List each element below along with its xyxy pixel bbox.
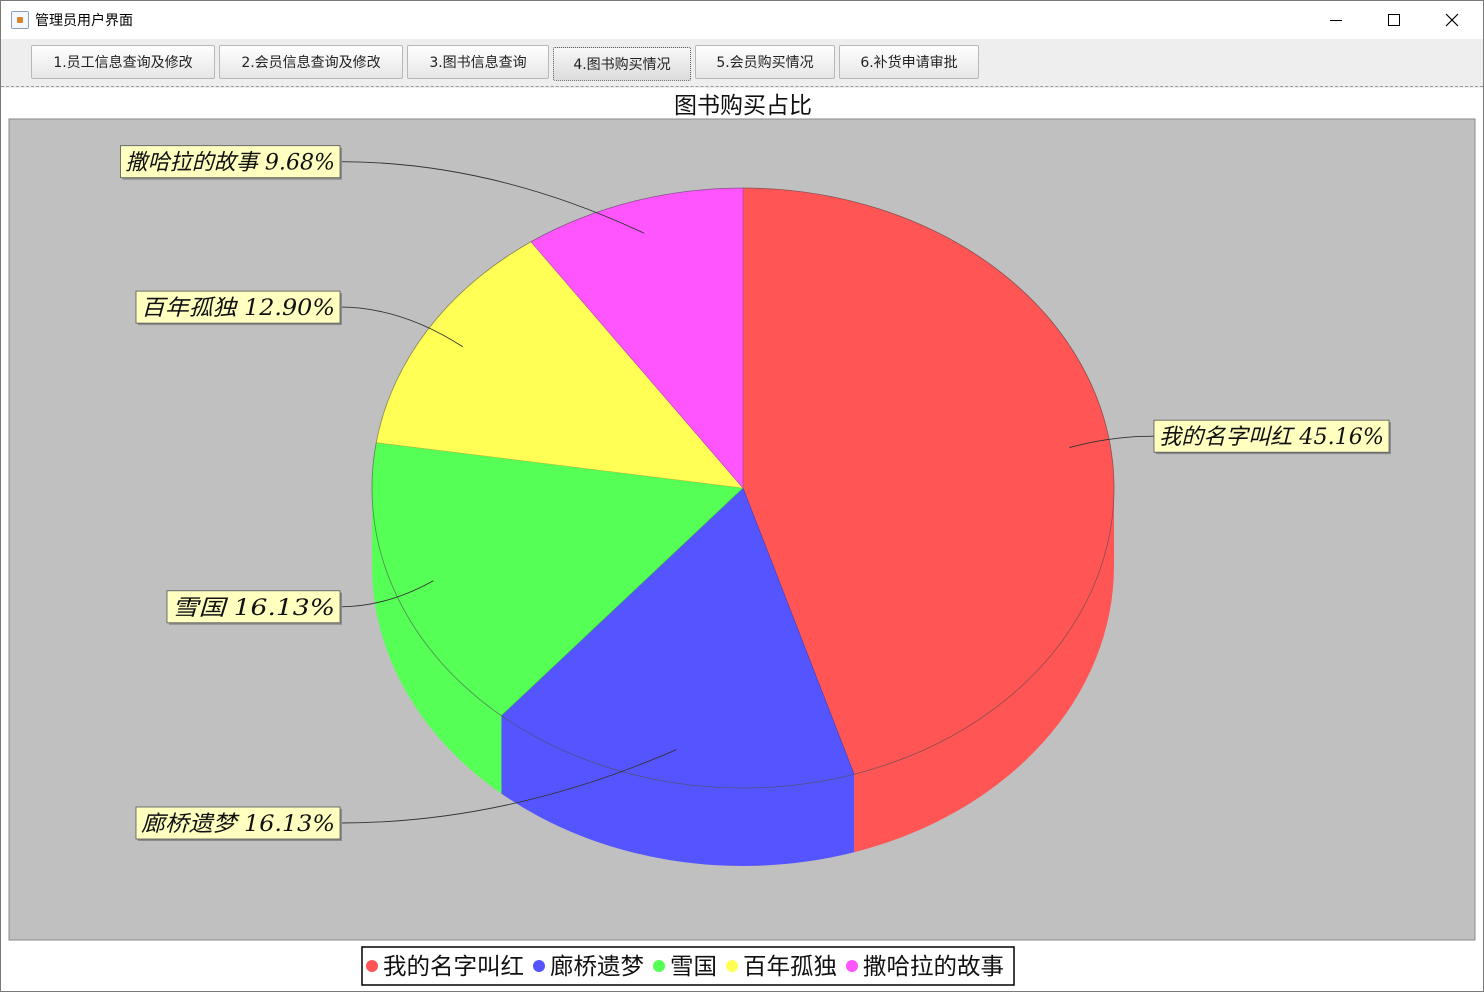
tab-bar: 1.员工信息查询及修改 2.会员信息查询及修改 3.图书信息查询 4.图书购买情… (1, 39, 1483, 87)
slice-1-side (501, 715, 855, 867)
close-icon (1445, 13, 1459, 27)
legend-marker-4 (846, 960, 858, 972)
java-app-icon (11, 11, 29, 29)
chart-panel: 图书购买占比 我的名字叫红 45.16% 廊桥遗梦 16.13% 雪国 16.13%… (1, 88, 1483, 991)
maximize-icon (1388, 14, 1400, 26)
tab-book-purchases[interactable]: 4.图书购买情况 (553, 47, 691, 81)
slice-3-leader-line (339, 306, 464, 348)
pie-chart: 图书购买占比 我的名字叫红 45.16% 廊桥遗梦 16.13% 雪国 16.13%… (8, 93, 1476, 986)
window-title: 管理员用户界面 (35, 13, 133, 29)
slice-3-label: 百年孤独 12.90% (141, 296, 335, 321)
slice-4-label: 撒哈拉的故事 9.68% (126, 151, 336, 176)
legend-label-4: 撒哈拉的故事 (863, 954, 1004, 980)
legend: 我的名字叫红 廊桥遗梦 雪国 百年孤独 撒哈拉的故事 (361, 946, 1015, 986)
slice-1-leader-line (339, 749, 677, 824)
tab-member-info[interactable]: 2.会员信息查询及修改 (219, 45, 403, 79)
close-button[interactable] (1423, 1, 1481, 39)
pie-rim (371, 187, 1115, 789)
slice-1-label: 廊桥遗梦 16.13% (141, 812, 335, 837)
legend-marker-1 (533, 960, 545, 972)
label-layer: 我的名字叫红 45.16% 廊桥遗梦 16.13% 雪国 16.13% 百年孤独 12… (120, 145, 1391, 842)
slice-0-side (854, 488, 1114, 853)
tab-book-info[interactable]: 3.图书信息查询 (407, 45, 549, 79)
slice-1-label-box (135, 806, 341, 840)
slice-0-label-box (1153, 419, 1390, 453)
title-bar: 管理员用户界面 (1, 1, 1483, 39)
legend-label-3: 百年孤独 (743, 954, 837, 980)
slice-0-label: 我的名字叫红 45.16% (1159, 425, 1384, 450)
minimize-icon (1330, 20, 1342, 21)
legend-label-2: 雪国 (670, 954, 717, 980)
minimize-button[interactable] (1307, 1, 1365, 39)
legend-label-0: 我的名字叫红 (383, 954, 524, 980)
legend-marker-2 (653, 960, 665, 972)
maximize-button[interactable] (1365, 1, 1423, 39)
tab-separator (1, 86, 1483, 87)
slice-0-leader-line (1069, 435, 1155, 448)
legend-marker-0 (366, 960, 378, 972)
chart-title: 图书购买占比 (674, 93, 812, 119)
slice-2-side (372, 488, 502, 794)
tab-restock-approval[interactable]: 6.补货申请审批 (839, 45, 979, 79)
legend-label-1: 廊桥遗梦 (550, 954, 644, 980)
legend-box (361, 946, 1015, 986)
slice-4-leader-line (339, 161, 645, 234)
slice-2-label: 雪国 16.13% (172, 596, 335, 621)
slice-2-leader-line (339, 580, 434, 608)
tab-employee-info[interactable]: 1.员工信息查询及修改 (31, 45, 215, 79)
legend-marker-3 (726, 960, 738, 972)
slice-2-label-box (166, 590, 341, 624)
slice-4-label-box (120, 145, 341, 179)
tab-member-purchases[interactable]: 5.会员购买情况 (695, 45, 835, 79)
pie-layer (371, 187, 1115, 867)
slice-3-label-box (135, 290, 341, 324)
